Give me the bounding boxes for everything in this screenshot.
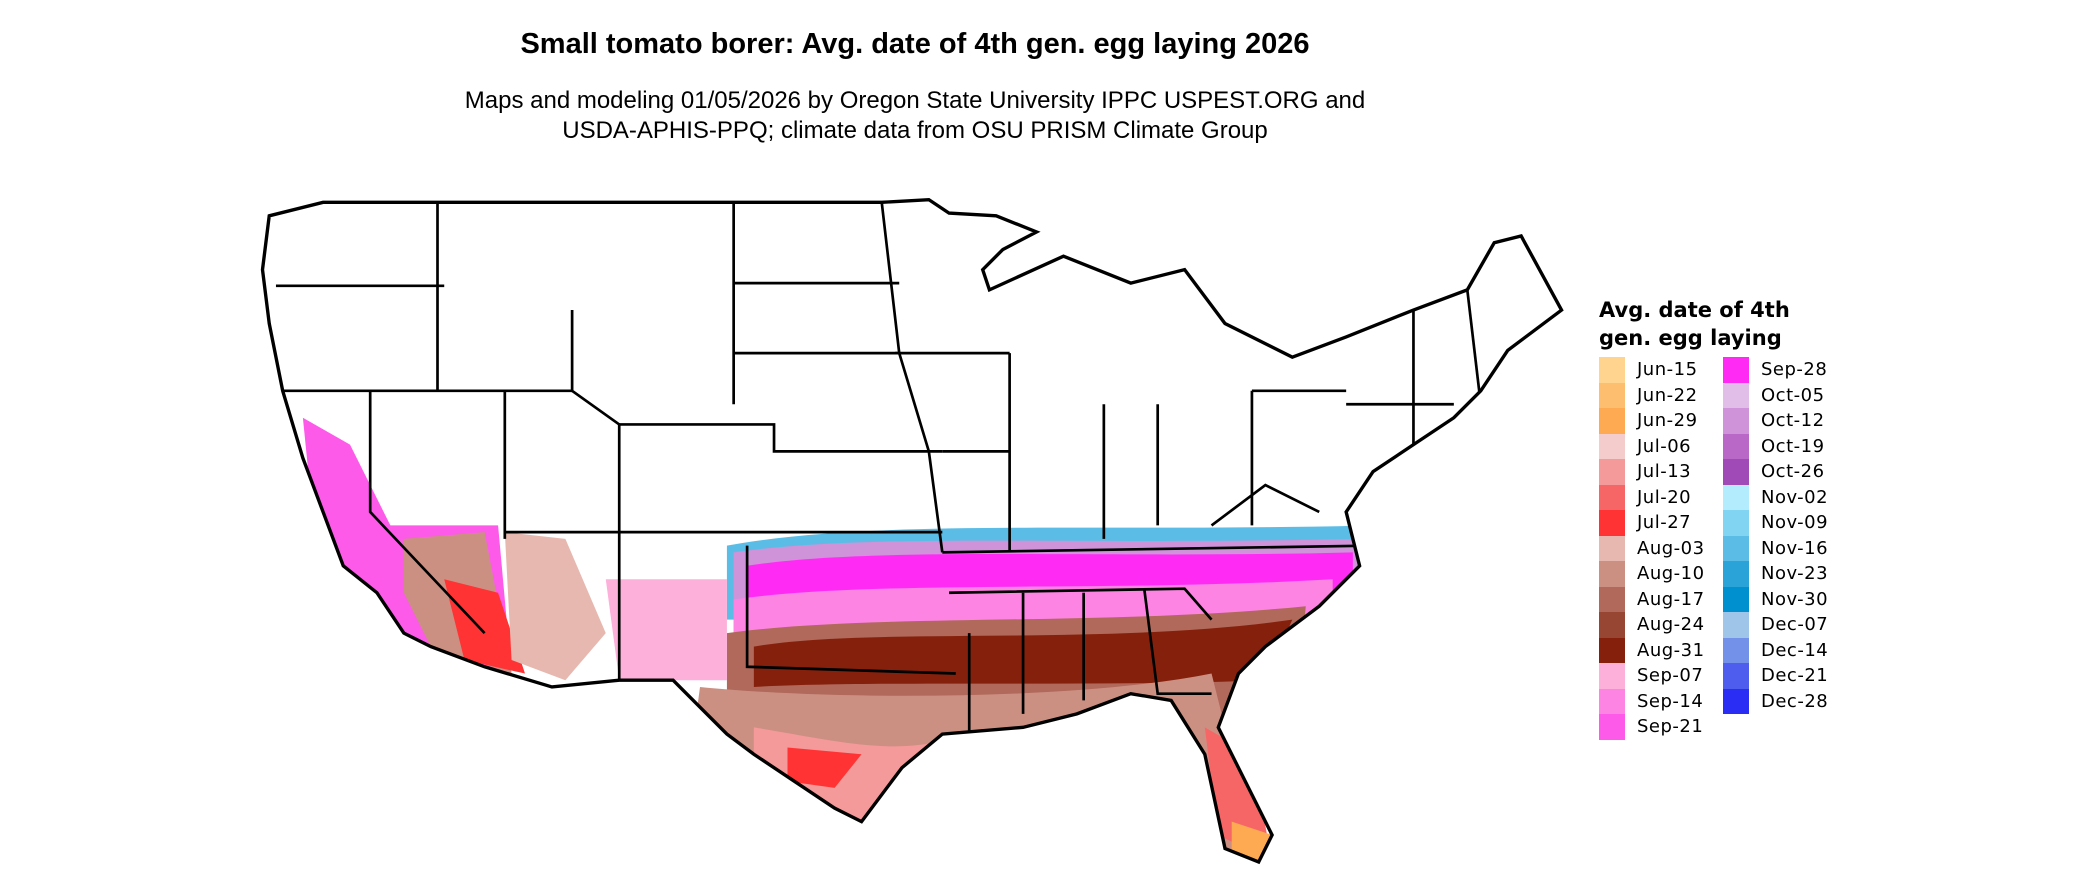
legend-item: Jul-06 (1599, 433, 1723, 459)
state-boundaries (275, 202, 1483, 735)
legend-item: Aug-03 (1599, 535, 1723, 561)
legend-item: Dec-28 (1723, 688, 1847, 714)
legend-item: Aug-31 (1599, 637, 1723, 663)
legend-item: Oct-12 (1723, 408, 1847, 434)
legend-label: Oct-12 (1761, 410, 1825, 432)
legend-column: Jun-15 Jun-22 Jun-29 Jul-06 Jul-13 Jul-20 Jul-… (1599, 357, 1723, 740)
legend-item: Dec-21 (1723, 663, 1847, 689)
legend-label: Jun-22 (1637, 384, 1698, 406)
legend-swatch (1723, 484, 1749, 510)
legend-label: Aug-03 (1637, 537, 1705, 559)
legend-label: Aug-24 (1637, 614, 1705, 636)
legend-item: Sep-21 (1599, 714, 1723, 740)
legend: Avg. date of 4th gen. egg laying Jun-15 J… (1599, 296, 1847, 740)
legend-label: Dec-28 (1761, 690, 1829, 712)
legend-item: Dec-07 (1723, 612, 1847, 638)
legend-label: Jul-20 (1637, 486, 1692, 508)
legend-label: Sep-21 (1637, 716, 1704, 738)
legend-label: Jun-29 (1637, 410, 1698, 432)
legend-label: Nov-16 (1761, 537, 1829, 559)
legend-swatch (1599, 637, 1625, 663)
legend-item: Oct-19 (1723, 433, 1847, 459)
legend-swatch (1599, 510, 1625, 536)
legend-swatch (1723, 663, 1749, 689)
legend-item: Nov-30 (1723, 586, 1847, 612)
legend-label: Aug-17 (1637, 588, 1705, 610)
legend-item: Sep-07 (1599, 663, 1723, 689)
legend-item: Nov-23 (1723, 561, 1847, 587)
legend-swatch (1599, 382, 1625, 408)
legend-swatch (1723, 637, 1749, 663)
legend-label: Jun-15 (1637, 359, 1698, 381)
legend-label: Nov-02 (1761, 486, 1829, 508)
legend-item: Oct-05 (1723, 382, 1847, 408)
legend-title: Avg. date of 4th gen. egg laying (1599, 298, 1790, 350)
legend-swatch (1599, 433, 1625, 459)
legend-label: Dec-07 (1761, 614, 1829, 636)
legend-swatch (1723, 535, 1749, 561)
legend-item: Sep-28 (1723, 357, 1847, 383)
legend-column: Sep-28 Oct-05 Oct-12 Oct-19 Oct-26 Nov-02 Nov-… (1723, 357, 1847, 740)
legend-label: Aug-31 (1637, 639, 1705, 661)
legend-label: Jul-06 (1637, 435, 1692, 457)
legend-swatch (1723, 612, 1749, 638)
legend-swatch (1723, 357, 1749, 383)
legend-label: Oct-26 (1761, 461, 1825, 483)
legend-label: Jul-13 (1637, 461, 1692, 483)
legend-swatch (1599, 612, 1625, 638)
legend-item: Jun-15 (1599, 357, 1723, 383)
legend-label: Nov-30 (1761, 588, 1829, 610)
legend-item: Aug-24 (1599, 612, 1723, 638)
legend-label: Sep-14 (1637, 690, 1704, 712)
legend-swatch (1599, 688, 1625, 714)
legend-item: Oct-26 (1723, 459, 1847, 485)
legend-items: Jun-15 Jun-22 Jun-29 Jul-06 Jul-13 Jul-20 Jul-… (1599, 357, 1847, 740)
subtitle-line-2: USDA-APHIS-PPQ; climate data from OSU PR… (562, 117, 1268, 144)
legend-label: Oct-19 (1761, 435, 1825, 457)
legend-item: Aug-10 (1599, 561, 1723, 587)
legend-swatch (1599, 357, 1625, 383)
legend-swatch (1723, 688, 1749, 714)
legend-swatch (1723, 510, 1749, 536)
legend-item: Aug-17 (1599, 586, 1723, 612)
subtitle-line-1: Maps and modeling 01/05/2026 by Oregon S… (464, 87, 1366, 114)
legend-item: Dec-14 (1723, 637, 1847, 663)
legend-item: Jul-27 (1599, 510, 1723, 536)
legend-item: Nov-09 (1723, 510, 1847, 536)
legend-label: Nov-09 (1761, 512, 1829, 534)
legend-swatch (1599, 535, 1625, 561)
legend-swatch (1723, 561, 1749, 587)
legend-item: Jul-20 (1599, 484, 1723, 510)
legend-swatch (1599, 663, 1625, 689)
legend-swatch (1723, 408, 1749, 434)
legend-swatch (1723, 586, 1749, 612)
legend-item: Nov-16 (1723, 535, 1847, 561)
legend-item: Jun-22 (1599, 382, 1723, 408)
legend-swatch (1723, 433, 1749, 459)
legend-label: Dec-14 (1761, 639, 1829, 661)
legend-item: Nov-02 (1723, 484, 1847, 510)
legend-swatch (1599, 408, 1625, 434)
legend-item: Sep-14 (1599, 688, 1723, 714)
legend-item: Jun-29 (1599, 408, 1723, 434)
legend-label: Oct-05 (1761, 384, 1825, 406)
legend-label: Dec-21 (1761, 665, 1829, 687)
legend-swatch (1599, 586, 1625, 612)
legend-swatch (1599, 484, 1625, 510)
map-subtitle: Maps and modeling 01/05/2026 by Oregon S… (0, 86, 1830, 146)
legend-label: Jul-27 (1637, 512, 1692, 534)
legend-swatch (1723, 382, 1749, 408)
legend-item: Jul-13 (1599, 459, 1723, 485)
legend-label: Sep-07 (1637, 665, 1704, 687)
legend-swatch (1599, 561, 1625, 587)
legend-swatch (1599, 714, 1625, 740)
map-title: Small tomato borer: Avg. date of 4th gen… (520, 28, 1310, 60)
legend-label: Nov-23 (1761, 563, 1829, 585)
legend-label: Aug-10 (1637, 563, 1705, 585)
legend-swatch (1723, 459, 1749, 485)
legend-swatch (1599, 459, 1625, 485)
legend-label: Sep-28 (1761, 359, 1828, 381)
